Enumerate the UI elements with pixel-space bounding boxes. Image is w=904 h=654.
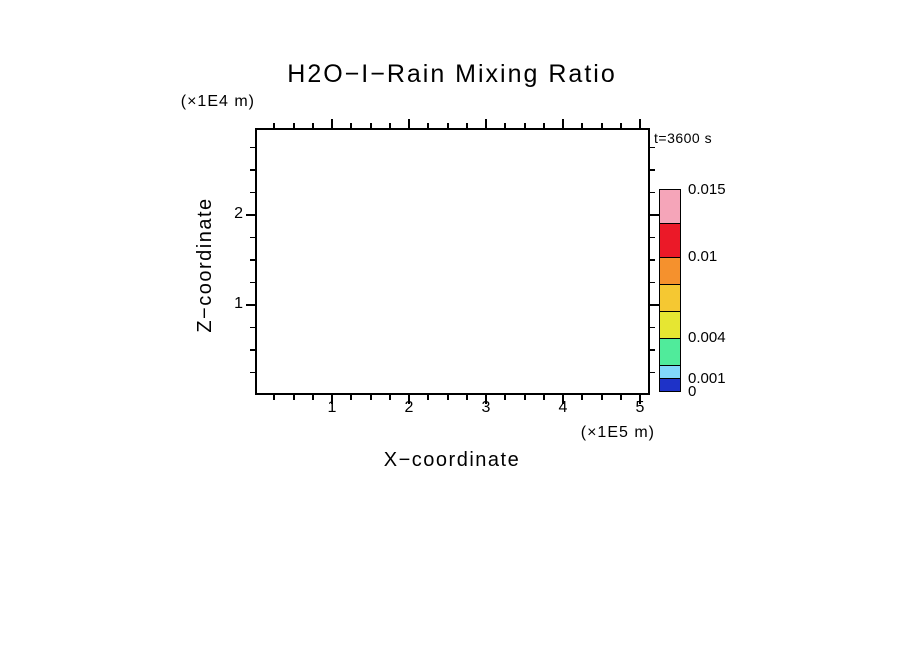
y-axis-tick-mark	[250, 371, 255, 373]
x-axis-tick-mark	[273, 123, 276, 128]
colorbar-segment	[659, 310, 680, 338]
x-axis-tick-mark	[388, 395, 391, 400]
x-axis-tick-mark	[273, 395, 276, 400]
x-axis-tick-mark	[292, 123, 295, 128]
x-axis-tick-mark	[581, 395, 584, 400]
x-tick-label: 1	[327, 399, 337, 416]
chart-title: H2O−I−Rain Mixing Ratio	[287, 60, 617, 88]
colorbar-label: 0	[688, 383, 697, 400]
x-axis-tick-mark	[619, 123, 622, 128]
colorbar-label: 0.004	[688, 329, 726, 347]
y-axis-tick-mark	[650, 304, 659, 306]
y-axis-tick-mark	[650, 169, 655, 171]
y-axis-label: Z−coordinate	[194, 197, 216, 333]
y-axis-tick-mark	[650, 236, 655, 238]
y-axis-tick-mark	[650, 146, 655, 148]
y-axis-unit-label: (×1E4 m)	[180, 93, 255, 110]
colorbar-segment	[659, 283, 680, 311]
y-axis-tick-mark	[250, 191, 255, 193]
y-axis-tick-mark	[250, 326, 255, 328]
x-tick-label: 3	[481, 399, 491, 416]
y-tick-label: 2	[234, 205, 243, 222]
x-axis-tick-mark	[408, 395, 410, 404]
y-axis-tick-mark	[250, 281, 255, 283]
colorbar-segment	[659, 223, 680, 257]
x-tick-label: 2	[404, 399, 414, 416]
y-axis-tick-mark	[650, 326, 655, 328]
x-axis-tick-mark	[465, 123, 468, 128]
x-axis-tick-mark	[446, 123, 449, 128]
x-axis-tick-mark	[504, 123, 507, 128]
x-axis-tick-mark	[408, 119, 410, 128]
x-axis-tick-mark	[369, 395, 372, 400]
y-axis-tick-mark	[250, 349, 255, 351]
x-axis-tick-mark	[465, 395, 468, 400]
colorbar-segment	[659, 256, 680, 284]
y-axis-tick-mark	[250, 146, 255, 148]
x-axis-tick-mark	[311, 395, 314, 400]
x-tick-label: 5	[635, 399, 645, 416]
time-annotation: t=3600 s	[654, 130, 713, 146]
x-axis-tick-mark	[639, 119, 641, 128]
x-axis-tick-mark	[581, 123, 584, 128]
x-axis-tick-mark	[600, 123, 603, 128]
x-axis-label: X−coordinate	[383, 449, 521, 471]
x-axis-tick-mark	[600, 395, 603, 400]
y-axis-tick-mark	[250, 236, 255, 238]
colorbar-label: 0.001	[688, 369, 726, 387]
x-axis-tick-mark	[485, 395, 487, 404]
x-axis-tick-mark	[542, 395, 545, 400]
colorbar	[658, 188, 681, 393]
x-axis-unit-label: (×1E5 m)	[580, 424, 655, 441]
colorbar-segment	[659, 364, 680, 378]
plot-area	[255, 128, 650, 395]
x-axis-tick-mark	[369, 123, 372, 128]
x-axis-tick-mark	[542, 123, 545, 128]
colorbar-segment	[659, 377, 680, 392]
x-axis-tick-mark	[311, 123, 314, 128]
y-tick-label: 1	[234, 295, 243, 312]
y-axis-tick-mark	[250, 169, 255, 171]
colorbar-segment	[659, 337, 680, 365]
x-axis-tick-mark	[331, 395, 333, 404]
x-tick-label: 4	[558, 399, 568, 416]
y-axis-tick-mark	[250, 259, 255, 261]
y-axis-tick-mark	[650, 191, 655, 193]
y-axis-tick-mark	[246, 304, 255, 306]
x-axis-tick-mark	[350, 123, 353, 128]
x-axis-tick-mark	[350, 395, 353, 400]
x-axis-tick-mark	[562, 119, 564, 128]
x-axis-tick-mark	[523, 123, 526, 128]
x-axis-tick-mark	[388, 123, 391, 128]
y-axis-tick-mark	[650, 349, 655, 351]
colorbar-segment	[659, 189, 680, 224]
x-axis-tick-mark	[639, 395, 641, 404]
x-axis-tick-mark	[446, 395, 449, 400]
colorbar-label: 0.01	[688, 248, 718, 266]
x-axis-tick-mark	[292, 395, 295, 400]
x-axis-tick-mark	[562, 395, 564, 404]
x-axis-tick-mark	[427, 123, 430, 128]
x-axis-tick-mark	[485, 119, 487, 128]
x-axis-tick-mark	[619, 395, 622, 400]
x-axis-tick-mark	[523, 395, 526, 400]
colorbar-label: 0.015	[688, 181, 726, 198]
y-axis-tick-mark	[246, 214, 255, 216]
y-axis-tick-mark	[650, 259, 655, 261]
y-axis-tick-mark	[650, 371, 655, 373]
y-axis-tick-mark	[650, 214, 659, 216]
x-axis-tick-mark	[504, 395, 507, 400]
y-axis-tick-mark	[650, 281, 655, 283]
x-axis-tick-mark	[427, 395, 430, 400]
x-axis-tick-mark	[331, 119, 333, 128]
